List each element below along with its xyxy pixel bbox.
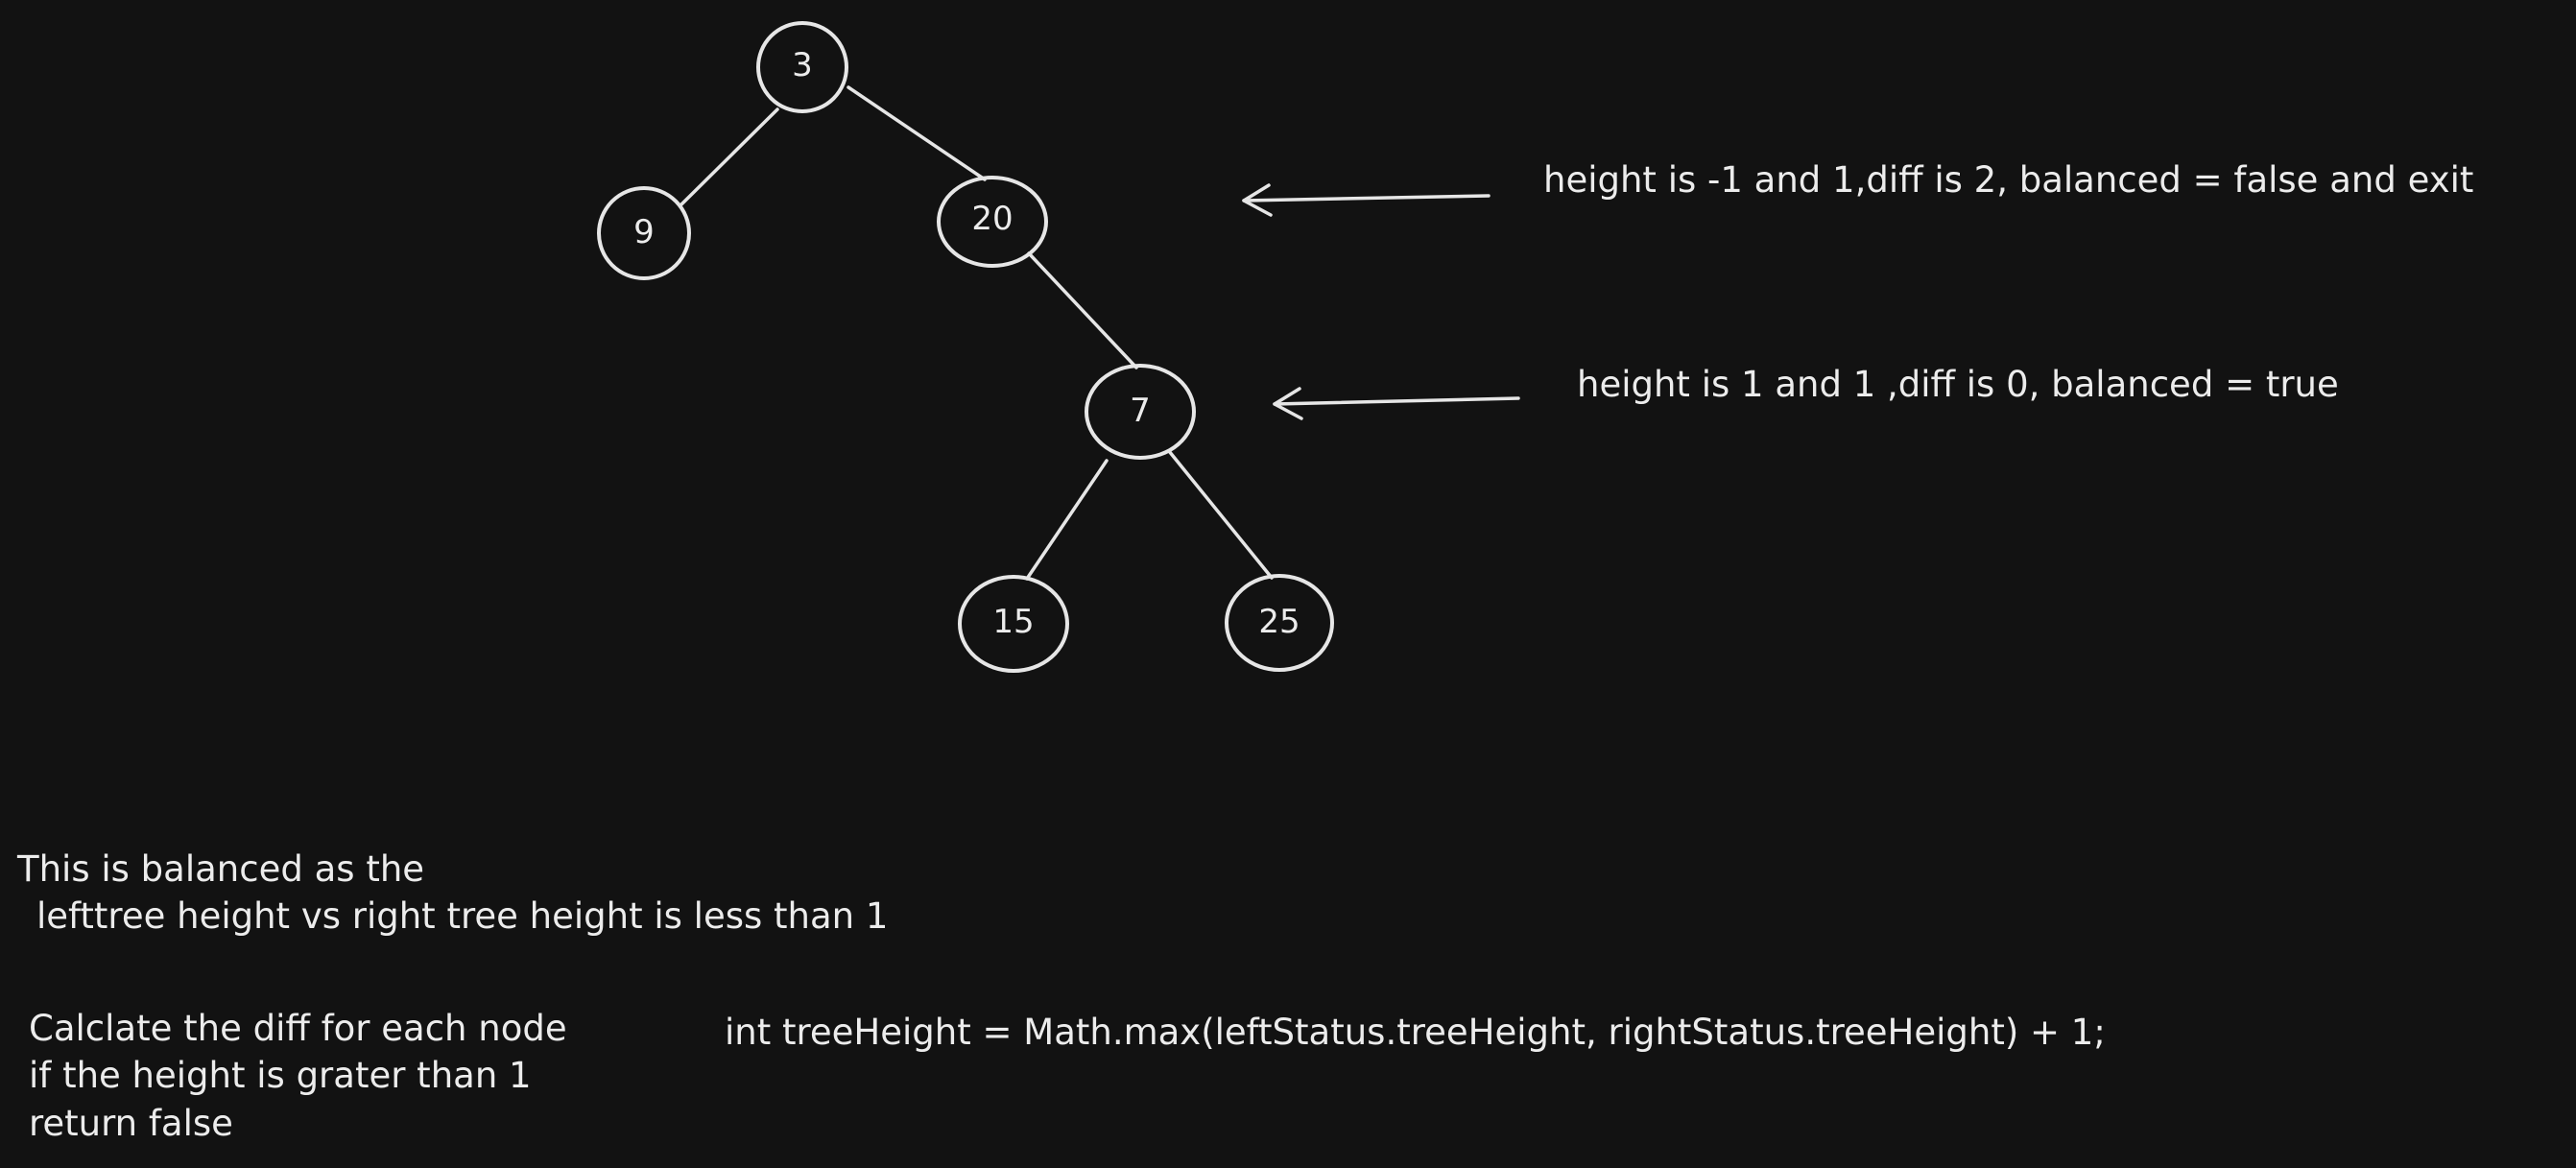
node-label: 9 — [633, 213, 655, 251]
edge-20-7 — [1027, 251, 1138, 369]
tree-node-25: 25 — [1225, 574, 1334, 672]
edge-3-9 — [680, 107, 779, 206]
node-20-annotation: height is -1 and 1,diff is 2, balanced =… — [1543, 159, 2473, 201]
tree-node-7: 7 — [1085, 364, 1196, 460]
edge-3-20 — [847, 85, 987, 181]
node-label: 20 — [971, 200, 1013, 238]
arrow-to-node-7 — [1273, 387, 1520, 420]
tree-node-20: 20 — [937, 176, 1048, 268]
code-snippet: int treeHeight = Math.max(leftStatus.tre… — [725, 1012, 2106, 1053]
calc-note-line-1: Calclate the diff for each node — [29, 1008, 567, 1049]
tree-node-3: 3 — [756, 21, 848, 113]
balanced-note-line-2: lefttree height vs right tree height is … — [36, 895, 888, 937]
tree-node-9: 9 — [597, 186, 691, 280]
node-label: 3 — [792, 46, 813, 84]
node-label: 7 — [1130, 392, 1151, 430]
balanced-note-line-1: This is balanced as the — [16, 848, 424, 890]
node-label: 15 — [992, 603, 1034, 641]
tree-node-15: 15 — [958, 575, 1069, 673]
edge-7-25 — [1167, 449, 1274, 580]
calc-note-line-2: if the height is grater than 1 — [29, 1055, 532, 1096]
node-label: 25 — [1258, 603, 1300, 641]
calc-note-line-3: return false — [29, 1103, 233, 1144]
edge-7-15 — [1025, 459, 1109, 581]
node-7-annotation: height is 1 and 1 ,diff is 0, balanced =… — [1577, 364, 2339, 405]
arrow-to-node-20 — [1242, 183, 1491, 217]
tree-edges — [680, 85, 1274, 581]
